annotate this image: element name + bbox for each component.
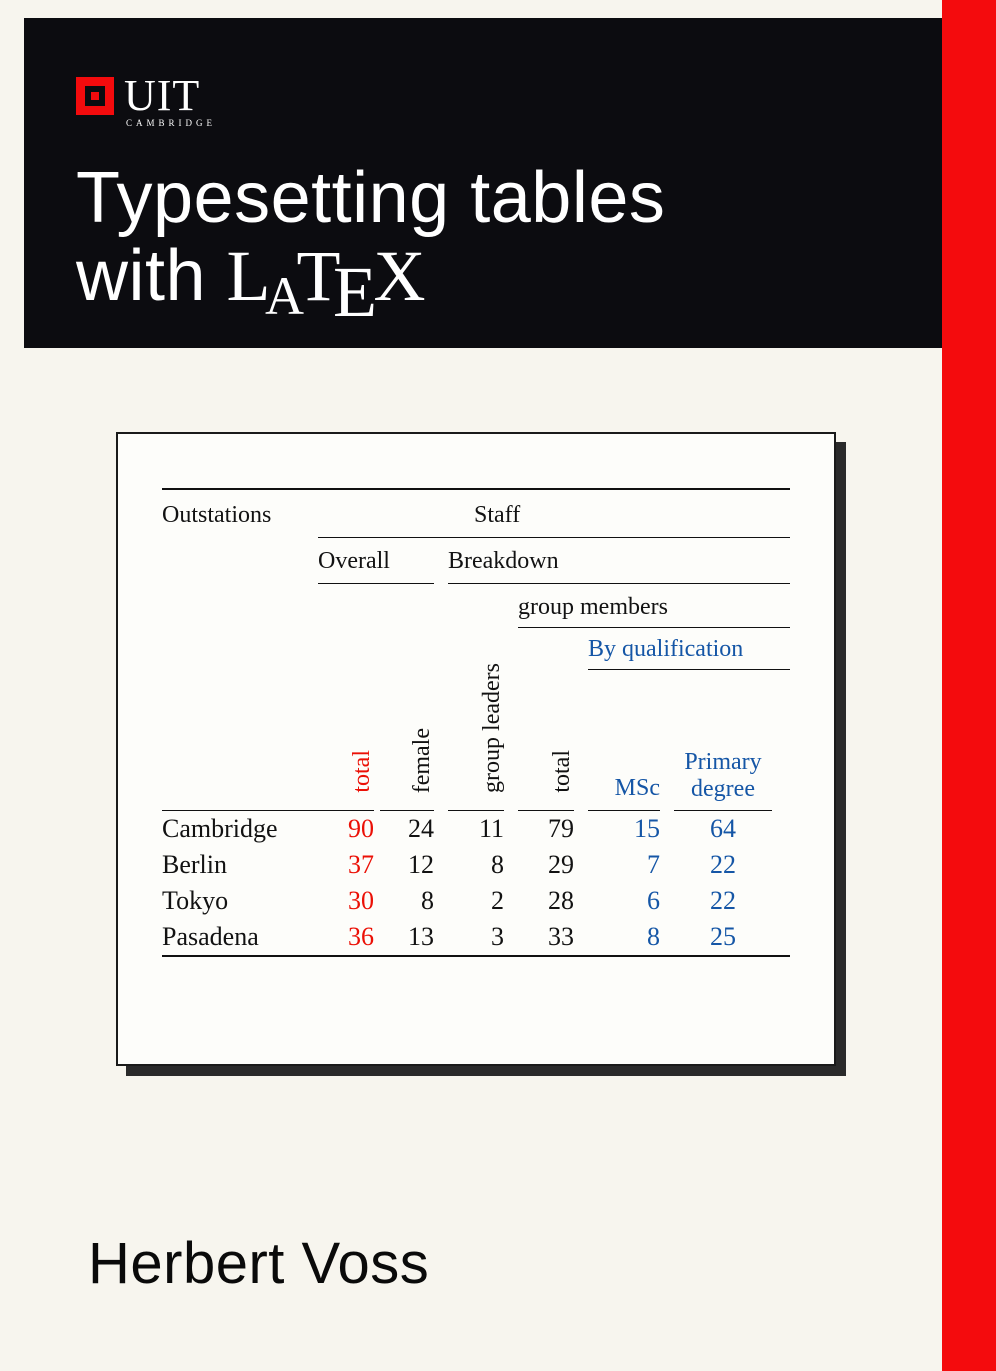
- publisher-name: UIT: [124, 74, 200, 118]
- staff-table: Outstations Staff Overall Breakdown: [162, 488, 790, 957]
- title-line-1: Typesetting tables: [76, 158, 665, 238]
- table-row: Pasadena3613333825: [162, 919, 790, 955]
- table-card: Outstations Staff Overall Breakdown: [116, 432, 836, 1066]
- logo-mark-icon: [76, 77, 114, 115]
- table-row: Cambridge902411791564: [162, 811, 790, 847]
- col-header-total: total: [350, 748, 374, 795]
- author-name: Herbert Voss: [88, 1230, 429, 1297]
- table-row: Tokyo308228622: [162, 883, 790, 919]
- col-header-group-total: total: [550, 748, 574, 795]
- spanner-overall: Overall: [318, 548, 434, 575]
- col-header-primary: Primary degree: [684, 749, 761, 801]
- spanner-group-members: group members: [518, 594, 790, 621]
- col-header-female: female: [410, 726, 434, 795]
- title-line-2-prefix: with: [76, 236, 227, 316]
- publisher-subtitle: CAMBRIDGE: [126, 118, 216, 128]
- publisher-logo: UIT: [76, 74, 200, 118]
- col-header-group-leaders: group leaders: [480, 661, 504, 795]
- latex-wordmark: LATEX: [227, 236, 426, 316]
- spanner-staff: Staff: [474, 502, 790, 529]
- header-band: UIT CAMBRIDGE Typesetting tables with LA…: [24, 18, 942, 348]
- page: UIT CAMBRIDGE Typesetting tables with LA…: [0, 0, 996, 1371]
- col-header-outstations: Outstations: [162, 502, 318, 529]
- red-side-strip: [942, 0, 996, 1371]
- col-header-msc: MSc: [615, 775, 660, 801]
- spanner-breakdown: Breakdown: [448, 548, 790, 575]
- table-row: Berlin3712829722: [162, 847, 790, 883]
- book-title: Typesetting tables with LATEX: [76, 160, 665, 316]
- spanner-by-qualification: By qualification: [588, 636, 790, 663]
